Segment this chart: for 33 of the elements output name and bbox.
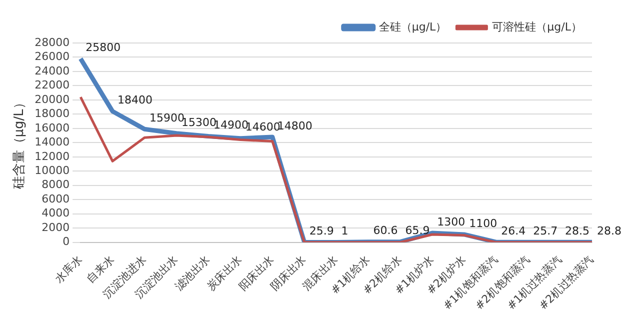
data-label: 18400	[118, 94, 153, 107]
legend-label: 全硅（μg/L）	[378, 20, 447, 34]
data-label: 28.8	[597, 224, 622, 238]
data-label: 25.7	[533, 224, 558, 238]
y-tick-label: 28000	[34, 36, 70, 49]
data-label: 25.9	[309, 224, 334, 238]
y-tick-label: 16000	[34, 121, 70, 134]
y-tick-label: 18000	[34, 107, 70, 120]
legend-label: 可溶性硅（μg/L）	[492, 20, 582, 34]
y-tick-label: 22000	[34, 78, 70, 92]
y-tick-label: 20000	[34, 92, 70, 106]
x-tick-label: 水库水	[52, 252, 85, 286]
y-tick-label: 26000	[34, 50, 70, 64]
data-label: 25800	[86, 41, 121, 54]
y-tick-label: 4000	[42, 206, 70, 220]
y-tick-label: 12000	[34, 150, 70, 163]
data-label: 60.6	[373, 224, 398, 238]
y-tick-label: 0	[62, 235, 70, 248]
y-tick-label: 6000	[42, 192, 70, 206]
data-label: 26.4	[501, 224, 526, 238]
data-label: 65.9	[405, 224, 430, 238]
y-axis-title: 硅含量（μg/L）	[12, 96, 28, 190]
data-label: 1	[341, 224, 348, 238]
y-tick-label: 24000	[34, 64, 70, 78]
y-tick-label: 10000	[34, 164, 70, 177]
data-label: 15900	[150, 111, 185, 124]
data-label: 1100	[469, 216, 498, 230]
y-tick-label: 8000	[42, 178, 70, 192]
data-label: 28.5	[565, 224, 590, 238]
y-tick-label: 2000	[42, 220, 70, 234]
data-label: 1300	[437, 215, 466, 228]
y-tick-label: 14000	[34, 136, 70, 149]
data-label: 14800	[277, 119, 312, 132]
